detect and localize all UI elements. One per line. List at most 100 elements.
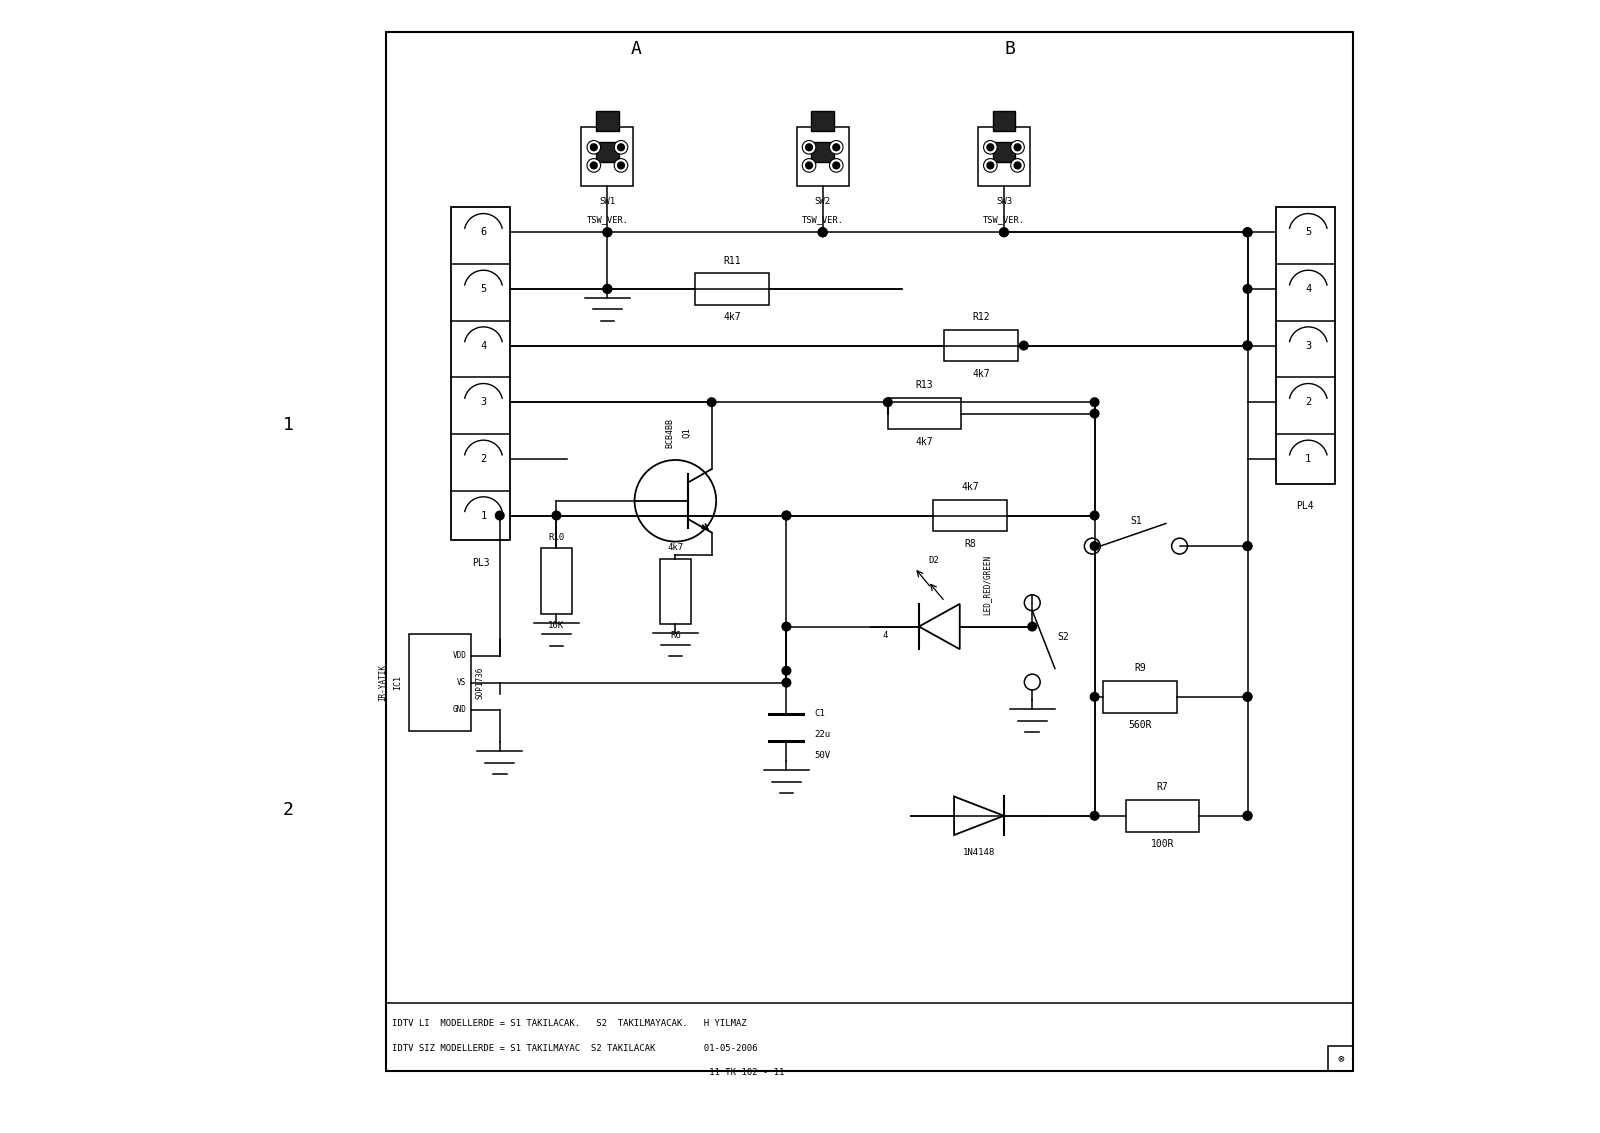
Circle shape [883,398,893,407]
Circle shape [1243,692,1251,701]
Bar [933,500,1006,531]
Text: R6: R6 [670,631,680,640]
Circle shape [1090,542,1099,551]
Circle shape [1011,159,1024,172]
Text: R11: R11 [723,256,741,265]
Text: TSW_VER.: TSW_VER. [802,215,843,224]
Text: IDTV LI  MODELLERDE = S1 TAKILACAK.   S2  TAKILMAYACAK.   H YILMAZ: IDTV LI MODELLERDE = S1 TAKILACAK. S2 TA… [392,1019,747,1028]
Text: 1: 1 [480,511,486,520]
Text: 2: 2 [480,454,486,463]
Bar [944,330,1018,361]
Text: 11 TK 102 - 11: 11 TK 102 - 11 [392,1068,784,1077]
Text: VDD: VDD [453,651,467,661]
Text: C1: C1 [814,709,826,718]
Text: B: B [1005,40,1014,58]
Text: ⊗: ⊗ [1338,1054,1344,1063]
Circle shape [782,511,790,520]
Circle shape [1090,398,1099,407]
Text: 4: 4 [1306,284,1312,293]
Bar [387,32,1354,1071]
Circle shape [603,228,611,237]
Circle shape [1024,595,1040,611]
Circle shape [984,140,997,154]
Circle shape [806,144,813,151]
Text: 6: 6 [480,228,486,237]
Circle shape [1243,228,1251,237]
Text: IR-YATIK: IR-YATIK [379,664,387,701]
Circle shape [552,511,560,520]
Bar [811,142,834,162]
Circle shape [1090,409,1099,418]
Text: SW3: SW3 [995,197,1013,206]
Circle shape [782,679,790,687]
Text: 4k7: 4k7 [962,483,979,492]
Circle shape [614,159,627,172]
Circle shape [1243,811,1251,820]
Circle shape [1090,811,1099,820]
Circle shape [829,159,843,172]
Text: PL3: PL3 [472,559,490,568]
Text: 3: 3 [1306,341,1312,350]
Text: R13: R13 [915,381,933,390]
Circle shape [587,140,600,154]
Text: GND: GND [453,705,467,714]
Text: 4k7: 4k7 [667,543,683,552]
Circle shape [1243,284,1251,293]
Circle shape [1243,228,1251,237]
Circle shape [1000,228,1008,237]
Bar [597,111,619,131]
Circle shape [618,162,624,169]
Bar [1275,207,1334,484]
Text: Q1: Q1 [682,427,691,438]
Bar [451,207,510,540]
Circle shape [987,144,994,151]
Bar [992,111,1016,131]
Text: VS: VS [458,679,467,687]
Text: R12: R12 [973,313,990,322]
Text: PL4: PL4 [1296,502,1314,511]
Circle shape [1243,341,1251,350]
Circle shape [1014,144,1021,151]
Text: 100R: 100R [1150,840,1174,849]
Text: 4k7: 4k7 [723,313,741,322]
Text: 1: 1 [1306,454,1312,463]
Circle shape [1014,162,1021,169]
Bar [581,127,634,186]
Text: TSW_VER.: TSW_VER. [982,215,1026,224]
Circle shape [1243,692,1251,701]
Text: R8: R8 [965,539,976,548]
Circle shape [802,159,816,172]
Circle shape [818,228,827,237]
Circle shape [590,162,597,169]
Bar [410,634,472,731]
Bar [541,548,573,614]
Text: 50V: 50V [814,751,830,760]
Bar [978,127,1030,186]
Circle shape [818,228,827,237]
Circle shape [603,284,611,293]
Circle shape [806,162,813,169]
Circle shape [834,162,840,169]
Text: SW2: SW2 [814,197,830,206]
Text: 1N4148: 1N4148 [963,847,995,857]
Bar [1126,800,1200,832]
Text: 5: 5 [480,284,486,293]
Bar [694,273,770,305]
Bar [811,111,834,131]
Text: S2: S2 [1058,632,1069,641]
Circle shape [818,228,827,237]
Circle shape [1085,538,1101,554]
Circle shape [618,144,624,151]
Circle shape [782,622,790,631]
Text: A: A [630,40,642,58]
Text: 22u: 22u [814,730,830,739]
Text: SW1: SW1 [600,197,616,206]
Circle shape [782,511,790,520]
Text: R7: R7 [1157,783,1168,792]
Circle shape [1243,542,1251,551]
Text: R10: R10 [549,533,565,542]
Circle shape [614,140,627,154]
Circle shape [1019,341,1029,350]
Circle shape [834,144,840,151]
Bar [597,142,619,162]
